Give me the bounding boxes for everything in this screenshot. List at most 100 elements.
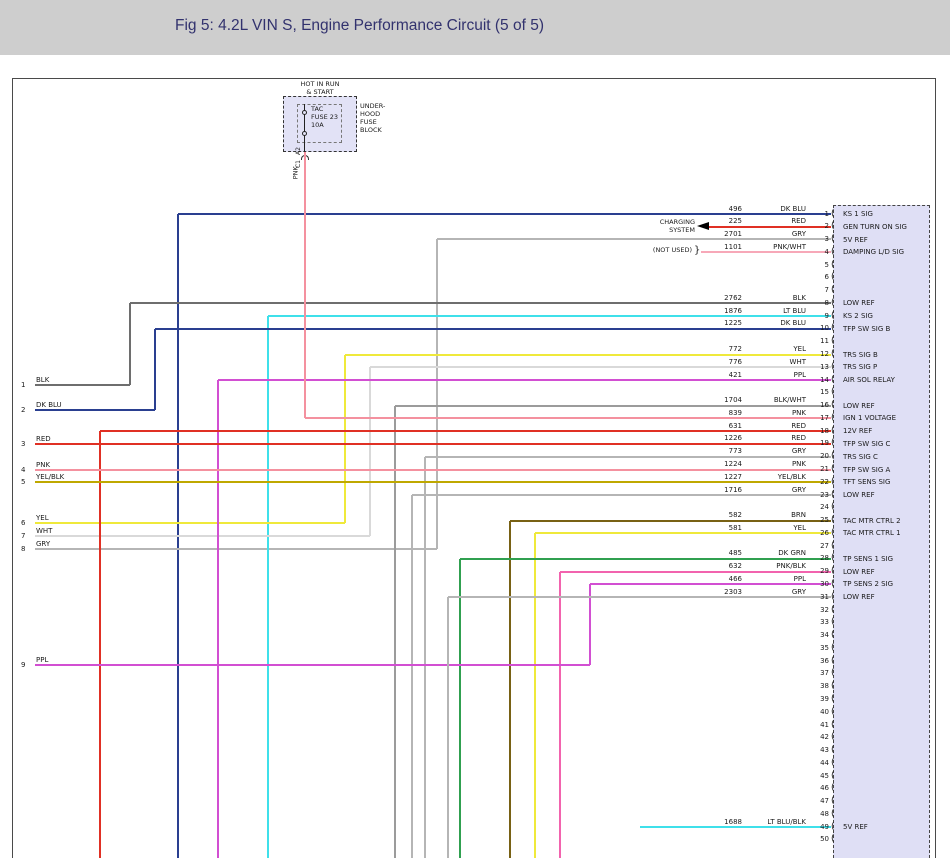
pin-terminal-icon: ( [831,604,835,615]
pin-number: 26 [820,528,829,537]
left-wire-color-label: WHT [36,526,53,535]
pin-number: 35 [820,643,829,652]
pin-number: 13 [820,362,829,371]
wire-number-label: 1226 [724,434,742,443]
pin-name: LOW REF [843,593,875,602]
pin-number: 18 [820,426,829,435]
pin-name: 12V REF [843,427,873,436]
wire-color-label: PNK/WHT [773,242,806,251]
pin-name: LOW REF [843,299,875,308]
pin-terminal-icon: ( [831,834,835,845]
pin-number: 17 [820,413,829,422]
wire-segment [534,533,536,858]
pin-terminal-icon: ( [831,246,835,257]
left-wire-color-label: BLK [36,375,50,384]
pin-name: TRS SIG B [843,350,878,359]
wire-segment [267,316,269,858]
wire-color-label: RED [791,421,806,430]
diagram-frame [12,78,936,858]
wire-segment [590,583,831,585]
wire-color-label: PNK [791,460,806,468]
wire-color-label: BLK/WHT [773,396,806,405]
wire-segment [129,303,131,385]
pin-number: 6 [824,273,829,282]
pin-number: 20 [820,452,829,461]
wire-segment [437,238,831,240]
pin-number: 43 [820,746,829,755]
pin-terminal-icon: ( [831,642,835,653]
left-wire-color-label: YEL/BLK [36,472,65,481]
pin-number: 30 [820,579,829,588]
pin-terminal-icon: ( [831,706,835,717]
wire-segment [35,664,590,666]
left-wire-color-label: DK BLU [36,400,62,409]
pin-number: 8 [824,298,829,307]
wire-number-label: 1876 [724,306,742,315]
pin-number: 19 [820,439,829,448]
pin-name: TFP SW SIG B [843,324,891,333]
wire-color-label: GRY [791,447,806,456]
wire-number-label: 1688 [724,817,742,826]
wire-segment [459,559,461,858]
wire-segment [154,329,156,410]
wire-color-label: LT BLU [783,306,806,315]
pin-name: 5V REF [843,823,868,832]
wire-color-label: BRN [791,511,806,520]
pin-terminal-icon: ( [831,515,835,526]
pin-terminal-icon: ( [831,323,835,334]
wire-number-label: 2762 [724,293,742,302]
pin-terminal-icon: ( [831,808,835,819]
wire-segment [155,328,831,330]
fuse-name-label: TAC [311,105,324,113]
wire-segment [35,535,370,537]
wire-number-label: 1704 [724,396,742,405]
wire-color-label: PNK [791,408,806,417]
pin-number: 32 [820,605,829,614]
pin-terminal-icon: ( [831,374,835,385]
hot-in-run-label: HOT IN RUN [300,80,340,88]
wire-number-label: 225 [728,217,742,226]
pin-number: 10 [820,324,829,333]
pin-number: 36 [820,656,829,665]
pin-name: TFT SENS SIG [843,478,891,487]
wire-segment [589,584,591,665]
pin-terminal-icon: ( [831,208,835,219]
wire-segment [305,417,831,419]
tac-fuse-box [297,104,342,143]
wire-number-label: 466 [728,574,742,583]
wire-segment [448,596,831,598]
pin-name: LOW REF [843,491,875,500]
left-wire-number: 2 [21,406,26,414]
pin-number: 3 [824,235,829,244]
pin-number: 11 [820,337,829,346]
wire-segment [99,431,101,858]
wire-color-label: WHT [789,357,806,366]
pin-name: TP SENS 1 SIG [843,554,894,563]
pin-name: TAC MTR CTRL 2 [843,516,901,525]
left-wire-number: 5 [21,478,26,486]
wire-segment [35,548,437,550]
wire-color-label: RED [791,217,806,226]
pin-terminal-icon: ( [831,464,835,474]
wire-segment [535,532,831,534]
pin-number: 41 [820,720,829,729]
pin-number: 44 [820,758,829,767]
wire-number-label: 1224 [724,460,742,468]
pin-name: TAC MTR CTRL 1 [843,529,901,538]
left-wire-number: 6 [21,519,26,527]
wire-segment [217,380,219,858]
pin-terminal-icon: ( [831,770,835,781]
wire-segment [100,430,831,432]
pin-terminal-icon: ( [831,502,835,513]
wire-segment [709,226,831,228]
pin-terminal-icon: ( [831,234,835,245]
fuse-block-label: HOOD [360,110,381,118]
pin-terminal-icon: ( [831,732,835,743]
pin-name: TFP SW SIG A [843,465,891,474]
wire-color-label: DK BLU [780,204,806,213]
wire-color-label: RED [791,434,806,443]
wire-number-label: 1227 [724,472,742,481]
left-wire-number: 8 [21,545,26,553]
pin-terminal-icon: ( [831,425,835,436]
